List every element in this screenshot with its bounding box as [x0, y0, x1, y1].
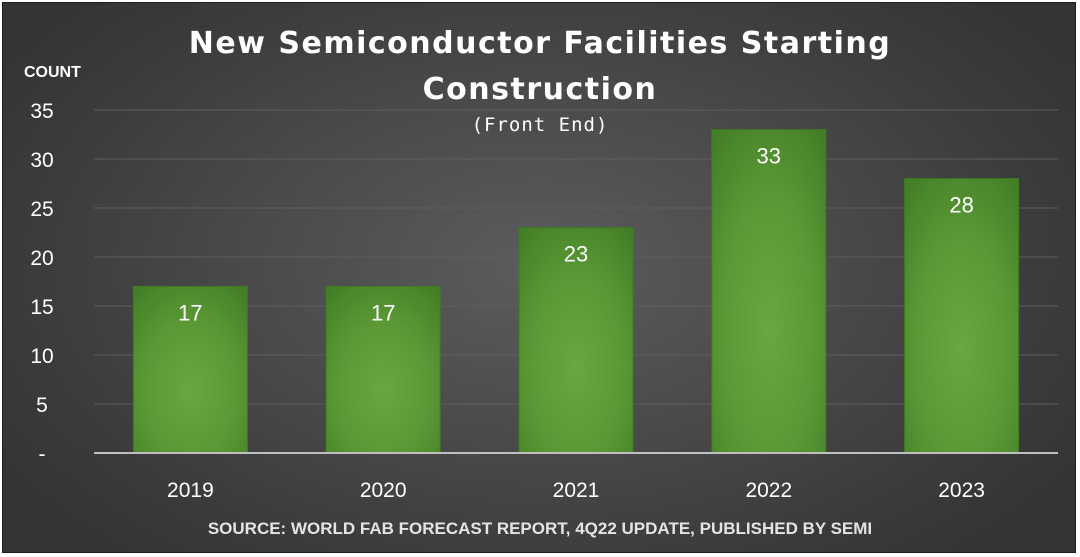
bars: [132, 129, 1020, 454]
y-tick-label: 35: [30, 100, 53, 123]
y-tick-label: 5: [36, 394, 48, 417]
y-tick-label: 25: [30, 198, 53, 221]
chart-title-line-1: New Semiconductor Facilities Starting: [188, 26, 892, 61]
y-tick-label: -: [39, 443, 46, 466]
chart-subtitle: (Front End): [471, 114, 609, 136]
bar-2021: [518, 227, 634, 454]
x-tick-label: 2019: [167, 479, 214, 502]
bar-2022: [711, 129, 827, 454]
gridlines: [94, 109, 1058, 405]
chart-title-line-2: Construction: [422, 72, 658, 107]
data-label: 33: [757, 144, 781, 169]
x-tick-label: 2023: [938, 479, 985, 502]
bar-2020: [325, 285, 441, 454]
source-note: SOURCE: WORLD FAB FORECAST REPORT, 4Q22 …: [207, 519, 873, 538]
data-label: 17: [178, 300, 202, 325]
y-axis-label: COUNT: [24, 64, 81, 81]
y-tick-label: 10: [30, 345, 53, 368]
y-tick-label: 30: [30, 149, 53, 172]
data-label: 23: [564, 242, 588, 267]
x-tick-label: 2020: [360, 479, 407, 502]
bar-2019: [132, 285, 248, 454]
labels: - 5 10 15 20 25 30 35 17 2019 17 2020 23 2021 33 2022 28…: [30, 100, 985, 502]
data-label: 28: [949, 193, 973, 218]
y-tick-label: 15: [30, 296, 53, 319]
data-label: 17: [371, 300, 395, 325]
x-tick-label: 2022: [745, 479, 792, 502]
y-tick-label: 20: [30, 247, 53, 270]
x-tick-label: 2021: [553, 479, 600, 502]
bar-2023: [904, 178, 1020, 454]
